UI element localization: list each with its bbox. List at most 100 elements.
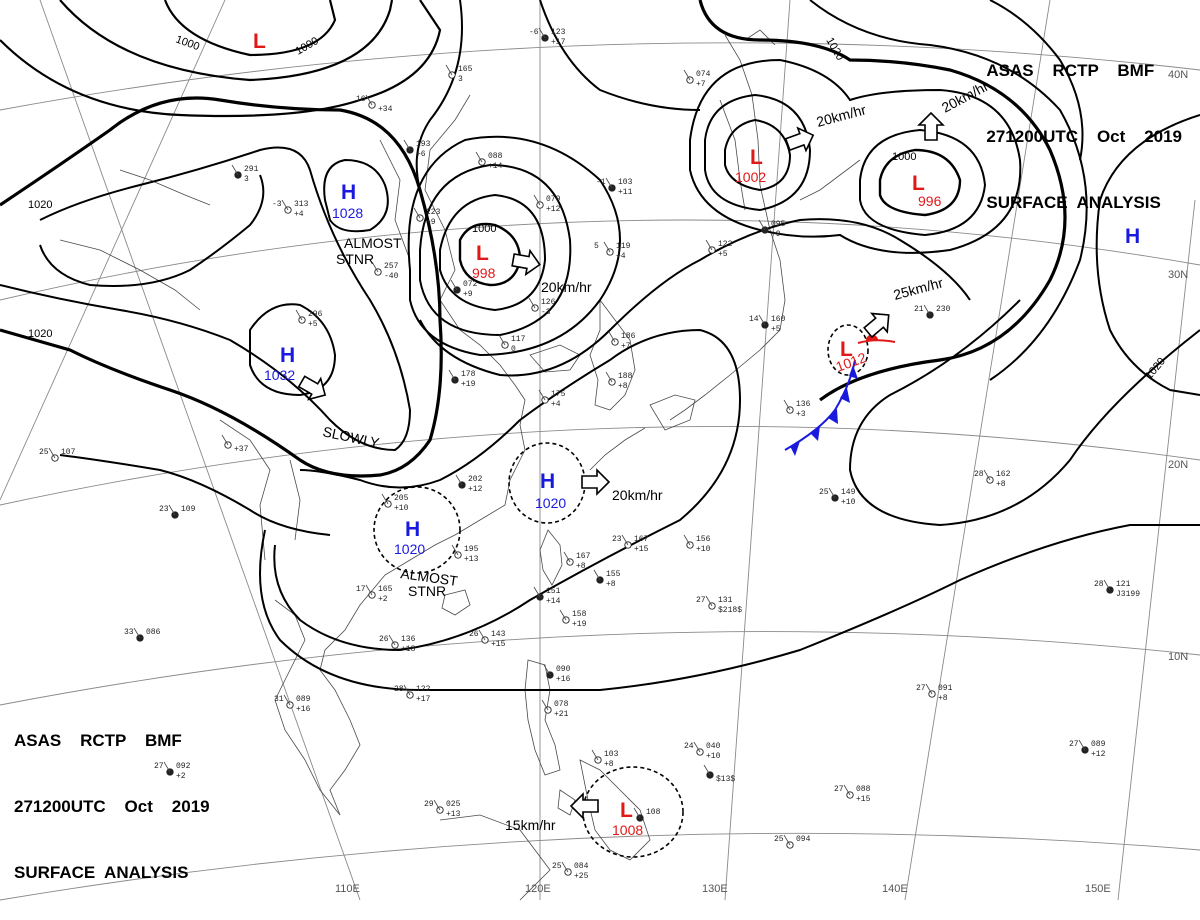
- wind-barb: [703, 764, 711, 776]
- wind-barb: [925, 683, 933, 695]
- station-plot: 25 149+10: [819, 487, 856, 507]
- wind-barb: [693, 741, 701, 753]
- station-pressure: 091: [938, 684, 953, 693]
- isobars: [0, 0, 1200, 692]
- station-tendency: +10: [841, 498, 856, 507]
- low-letter: L: [912, 172, 925, 195]
- isobar-1020: [698, 0, 1067, 402]
- low-letter: L: [840, 338, 853, 361]
- low-pressure-value: 998: [472, 265, 496, 281]
- station-temperature: 28: [1094, 580, 1104, 589]
- grid-labels: 110E 120E 130E 140E 150E 40N 30N 20N 10N: [335, 69, 1188, 895]
- station-tendency: $218$: [718, 606, 742, 615]
- wind-barb: [365, 94, 373, 106]
- station-plot: 23 109: [159, 504, 196, 519]
- system-note: STNR: [408, 583, 446, 599]
- lon-label-110e: 110E: [335, 883, 360, 895]
- station-pressure: 074: [696, 70, 711, 79]
- station-tendency: +8: [576, 562, 586, 571]
- station-plot: 074+7: [683, 69, 711, 89]
- station-plot: 090+16: [543, 664, 571, 684]
- station-pressure: 202: [468, 475, 483, 484]
- station-pressure: 149: [841, 488, 856, 497]
- wind-barb: [403, 684, 411, 696]
- station-temperature: 25: [774, 835, 784, 844]
- wind-barb: [683, 69, 691, 81]
- wind-barb: [559, 609, 567, 621]
- station-temperature: 33: [124, 628, 134, 637]
- station-pressure: 151: [546, 587, 561, 596]
- station-tendency: +15: [634, 545, 649, 554]
- wind-barb: [621, 534, 629, 546]
- station-tendency: +18: [401, 645, 416, 654]
- station-pressure: 296: [308, 310, 323, 319]
- lon-label-140e: 140E: [882, 883, 908, 895]
- station-temperature: 5: [594, 242, 599, 251]
- station-plot: 193+6: [403, 139, 431, 159]
- station-pressure: 195: [464, 545, 479, 554]
- station-temperature: 25: [552, 862, 562, 871]
- station-pressure: 072: [463, 280, 478, 289]
- station-tendency: +11: [618, 188, 633, 197]
- station-temperature: -3: [272, 200, 282, 209]
- station-pressure: 040: [706, 742, 721, 751]
- high-pressure-value: 1020: [535, 495, 566, 511]
- station-plot: 167+8: [563, 551, 591, 571]
- high-pressure-value: 1032: [264, 367, 295, 383]
- high-letter: H: [341, 181, 356, 204]
- station-pressure: 089: [1091, 740, 1106, 749]
- station-tendency: +34: [378, 105, 393, 114]
- isobar: [724, 118, 792, 192]
- wind-barb: [381, 493, 389, 505]
- wind-barb: [365, 584, 373, 596]
- station-pressure: 088: [856, 785, 871, 794]
- motion-label: 20km/hr: [541, 279, 592, 295]
- station-tendency: +19: [461, 380, 476, 389]
- station-pressure: 084: [574, 862, 589, 871]
- station-tendency: +12: [1091, 750, 1106, 759]
- station-tendency: 3: [458, 75, 463, 84]
- station-tendency: +13: [446, 810, 461, 819]
- station-tendency: +15: [491, 640, 506, 649]
- station-plot: 29 025+13: [424, 799, 461, 819]
- motion-arrows: [297, 111, 945, 820]
- wind-barb: [538, 27, 546, 39]
- station-pressure: 103: [618, 178, 633, 187]
- isobar: [59, 454, 331, 536]
- station-plot: 25 084+25: [552, 861, 589, 881]
- station-tendency: +9: [426, 218, 436, 227]
- station-pressure: 126: [541, 298, 556, 307]
- station-plot: 155+8: [593, 569, 621, 589]
- station-pressure: 123: [551, 28, 566, 37]
- station-pressure: 108: [646, 808, 661, 817]
- station-plot: 28 122+17: [394, 684, 431, 704]
- station-plot: 158+19: [559, 609, 587, 629]
- station-temperature: 24: [684, 742, 694, 751]
- station-temperature: 16: [356, 95, 366, 104]
- station-plot: 178+19: [448, 369, 476, 389]
- station-tendency: +25: [574, 872, 589, 881]
- station-pressure: 095: [771, 220, 786, 229]
- high-pressure-value: 1020: [394, 541, 425, 557]
- station-pressure: 078: [554, 700, 569, 709]
- station-plot: 108: [633, 807, 661, 822]
- wind-barb: [281, 199, 289, 211]
- station-plot: 25 094: [774, 834, 811, 849]
- station-temperature: -1: [596, 178, 606, 187]
- station-temperature: 27: [696, 596, 706, 605]
- station-pressure: 162: [996, 470, 1011, 479]
- station-temperature: 28: [974, 470, 984, 479]
- station-pressure: 121: [1116, 580, 1131, 589]
- station-pressure: 092: [176, 762, 191, 771]
- station-temperature: -6: [529, 28, 539, 37]
- station-tendency: +4: [616, 252, 626, 261]
- wind-barb: [758, 314, 766, 326]
- station-pressure: 175: [551, 390, 566, 399]
- isobar: [539, 0, 701, 111]
- station-pressure: 143: [491, 630, 506, 639]
- wind-barb: [603, 241, 611, 253]
- isobar: [419, 218, 971, 377]
- isobar: [0, 146, 412, 452]
- isobar: [39, 174, 265, 287]
